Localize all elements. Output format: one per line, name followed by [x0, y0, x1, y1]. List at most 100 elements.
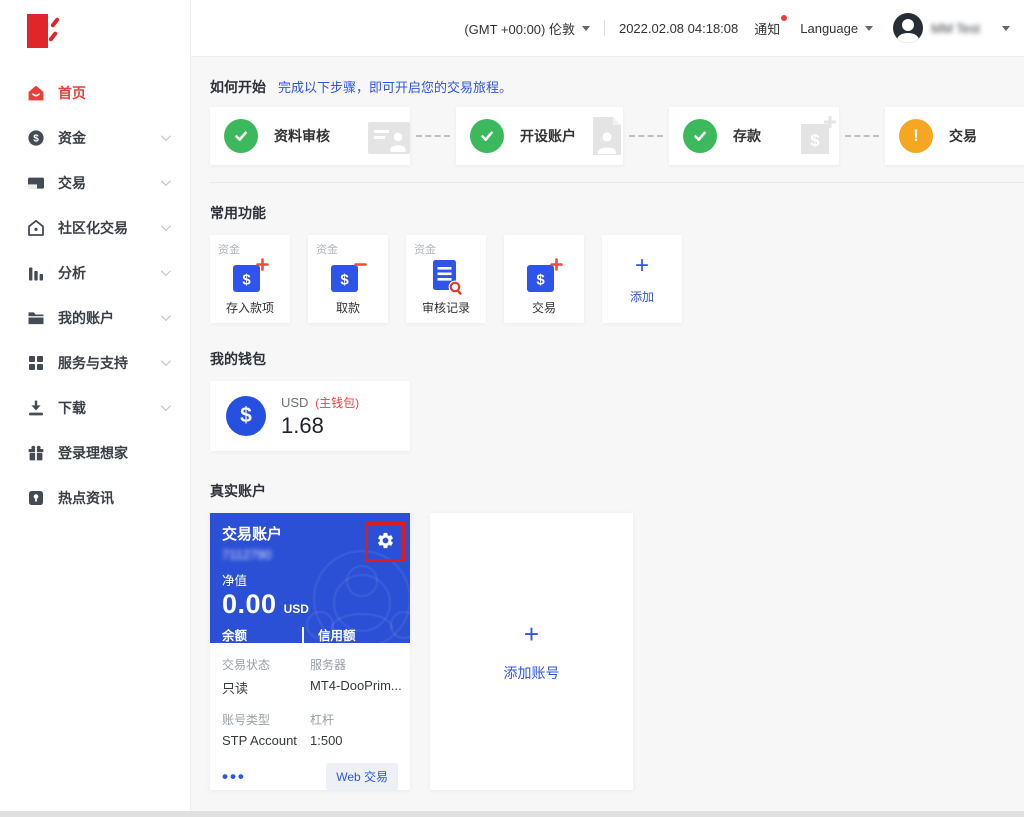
withdraw-icon: $	[327, 256, 369, 296]
server-label: 服务器	[310, 658, 347, 672]
section-title-how-to-start: 如何开始	[210, 79, 266, 95]
quick-functions-row: 资金 $ 存入款项 资金 $ 取款 资金	[210, 235, 1024, 323]
community-home-icon	[27, 219, 45, 237]
content: 如何开始 完成以下步骤，即可开启您的交易旅程。 资料审核	[191, 57, 1024, 817]
plus-icon: +	[634, 251, 649, 279]
sidebar-item-rewards[interactable]: 登录理想家	[0, 430, 190, 475]
plus-icon: +	[523, 618, 540, 649]
quick-card-category: 资金	[414, 244, 436, 256]
how-to-start-section: 如何开始 完成以下步骤，即可开启您的交易旅程。 资料审核	[210, 77, 1024, 183]
section-title-live-accounts: 真实账户	[210, 483, 266, 499]
step-label: 存款	[733, 128, 761, 144]
sidebar-item-label: 分析	[58, 264, 86, 281]
wallet-card[interactable]: $ USD (主钱包) 1.68	[210, 381, 410, 451]
money-plus-icon: $	[797, 114, 839, 158]
timezone-selector[interactable]: (GMT +00:00) 伦敦	[464, 19, 590, 38]
quick-functions-section: 常用功能 资金 $ 存入款项 资金 $ 取款 资金	[210, 203, 1024, 323]
account-type-label: 账号类型	[222, 713, 271, 727]
leverage-label: 杠杆	[310, 713, 335, 727]
check-circle-icon	[683, 119, 717, 153]
section-title-quick-functions: 常用功能	[210, 205, 266, 221]
step-connector	[416, 135, 450, 137]
step-card-kyc[interactable]: 资料审核	[210, 107, 410, 165]
caret-down-icon	[865, 25, 874, 31]
divider	[302, 627, 304, 643]
quick-card-add-label: 添加	[629, 289, 654, 304]
quick-card-label: 审核记录	[421, 301, 470, 315]
gear-icon[interactable]	[376, 531, 395, 553]
datetime-label: 2022.02.08 04:18:08	[618, 20, 739, 36]
svg-text:$: $	[242, 272, 251, 289]
step-label: 资料审核	[274, 128, 330, 144]
sidebar-item-download[interactable]: 下载	[0, 385, 190, 430]
user-menu[interactable]: MM Test	[931, 21, 1010, 36]
trade-status-label: 交易状态	[222, 658, 271, 672]
sidebar-item-funds[interactable]: $ 资金	[0, 115, 190, 160]
notifications-button[interactable]: 通知	[754, 14, 788, 38]
brand-logo[interactable]	[27, 14, 61, 48]
svg-text:$: $	[536, 272, 545, 289]
avatar[interactable]	[893, 13, 924, 43]
sidebar-item-label: 首页	[58, 84, 86, 101]
topbar: (GMT +00:00) 伦敦 2022.02.08 04:18:08 通知 L…	[191, 0, 1024, 57]
deposit-icon: $	[229, 256, 271, 296]
sidebar-item-community-trading[interactable]: 社区化交易	[0, 205, 190, 250]
quick-card-trade[interactable]: $ 交易	[504, 235, 584, 323]
step-connector	[629, 135, 663, 137]
quick-card-label: 存入款项	[225, 301, 274, 315]
grid-icon	[27, 354, 45, 372]
sidebar-item-label: 资金	[58, 129, 86, 146]
more-actions-button[interactable]: •••	[222, 766, 246, 786]
folder-icon	[27, 309, 45, 327]
add-account-label: 添加账号	[503, 664, 560, 681]
account-type-value: STP Account	[222, 733, 297, 748]
sidebar-item-home[interactable]: 首页	[0, 70, 190, 115]
svg-text:$: $	[33, 133, 39, 144]
chevron-down-icon	[160, 311, 171, 322]
step-card-trade[interactable]: ! 交易 $	[885, 107, 1024, 165]
language-selector[interactable]: Language	[800, 21, 874, 36]
chevron-down-icon	[160, 131, 171, 142]
equity-value: 0.00	[222, 589, 277, 619]
sidebar-item-label: 交易	[58, 174, 86, 191]
svg-text:$: $	[340, 272, 349, 289]
web-trade-button[interactable]: Web 交易	[326, 763, 398, 790]
quick-card-audit-records[interactable]: 资金 审核记录	[406, 235, 486, 323]
chevron-down-icon	[160, 356, 171, 367]
account-number-redacted: 7112790	[222, 547, 272, 562]
quick-card-deposit[interactable]: 资金 $ 存入款项	[210, 235, 290, 323]
wallet-section: 我的钱包 $ USD (主钱包) 1.68	[210, 349, 1024, 451]
trading-account-card[interactable]: 交易账户 7112790 净值 0.00 USD	[210, 513, 410, 790]
avatar-head	[902, 19, 915, 31]
balance-label: 余额	[222, 629, 248, 643]
section-divider	[210, 182, 1024, 183]
id-card-icon	[366, 116, 410, 156]
quick-card-withdraw[interactable]: 资金 $ 取款	[308, 235, 388, 323]
step-card-open-account[interactable]: 开设账户	[456, 107, 623, 165]
funds-icon: $	[27, 129, 45, 147]
main-area: (GMT +00:00) 伦敦 2022.02.08 04:18:08 通知 L…	[191, 0, 1024, 817]
sidebar-item-news[interactable]: 热点资讯	[0, 475, 190, 520]
step-card-deposit[interactable]: 存款 $	[669, 107, 839, 165]
chevron-down-icon	[160, 401, 171, 412]
sidebar-item-my-accounts[interactable]: 我的账户	[0, 295, 190, 340]
horizontal-scrollbar[interactable]	[0, 811, 1024, 817]
sidebar-item-services[interactable]: 服务与支持	[0, 340, 190, 385]
add-account-card[interactable]: + 添加账号	[430, 513, 633, 790]
server-value: MT4-DooPrim...	[310, 678, 402, 693]
account-details: 交易状态 只读 服务器 MT4-DooPrim... 账号类型 ST	[210, 643, 410, 748]
sidebar-item-label: 热点资讯	[58, 489, 114, 506]
hotspot-icon	[27, 489, 45, 507]
caret-down-icon	[581, 25, 590, 31]
dollar-coin-icon: $	[226, 396, 266, 436]
datetime-display: 2022.02.08 04:18:08	[619, 21, 738, 36]
how-to-start-subtitle-link[interactable]: 完成以下步骤，即可开启您的交易旅程。	[278, 80, 513, 95]
document-person-icon	[591, 115, 623, 157]
step-label: 开设账户	[520, 128, 576, 144]
notification-dot	[781, 14, 788, 21]
sidebar-item-trade[interactable]: 交易	[0, 160, 190, 205]
quick-card-add[interactable]: + 添加	[602, 235, 682, 323]
check-circle-icon	[470, 119, 504, 153]
sidebar-item-analysis[interactable]: 分析	[0, 250, 190, 295]
sidebar-item-label: 我的账户	[58, 309, 114, 326]
